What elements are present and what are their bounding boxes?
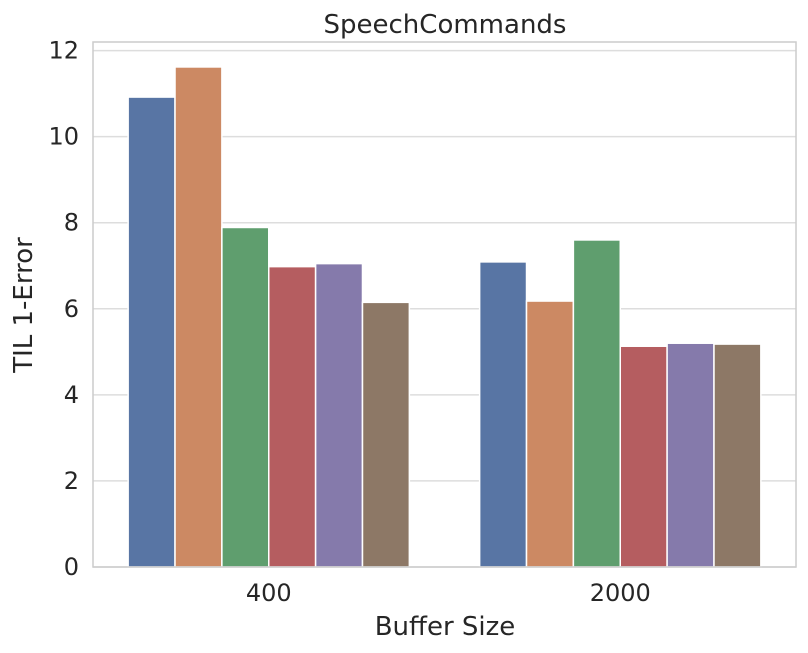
chart-title: SpeechCommands [324, 10, 567, 40]
bar [221, 226, 270, 568]
bar [268, 265, 317, 568]
y-tick-label: 4 [64, 381, 79, 409]
y-tick-label: 12 [48, 37, 79, 65]
bar [666, 342, 715, 568]
bar [314, 262, 364, 568]
y-tick-label: 6 [64, 295, 79, 323]
y-tick-label: 8 [64, 209, 79, 237]
bar [127, 96, 176, 568]
y-tick-label: 0 [64, 553, 79, 581]
x-axis-label: Buffer Size [375, 612, 516, 642]
plot-frame [92, 41, 797, 568]
x-tick-labels: 400 2000 [246, 579, 651, 607]
bar [619, 345, 668, 568]
bar [572, 239, 622, 568]
y-tick-label: 2 [64, 467, 79, 495]
x-tick-label: 2000 [590, 579, 651, 607]
y-axis-label: TIL 1-Error [9, 237, 39, 374]
bar [174, 66, 223, 568]
y-tick-label: 10 [48, 123, 79, 151]
y-tick-labels: 0 2 4 6 8 10 12 [48, 37, 79, 581]
bar [713, 343, 762, 568]
bars [127, 66, 762, 568]
bar [525, 300, 575, 568]
bar [478, 261, 528, 568]
bar [361, 301, 411, 568]
x-tick-label: 400 [246, 579, 292, 607]
